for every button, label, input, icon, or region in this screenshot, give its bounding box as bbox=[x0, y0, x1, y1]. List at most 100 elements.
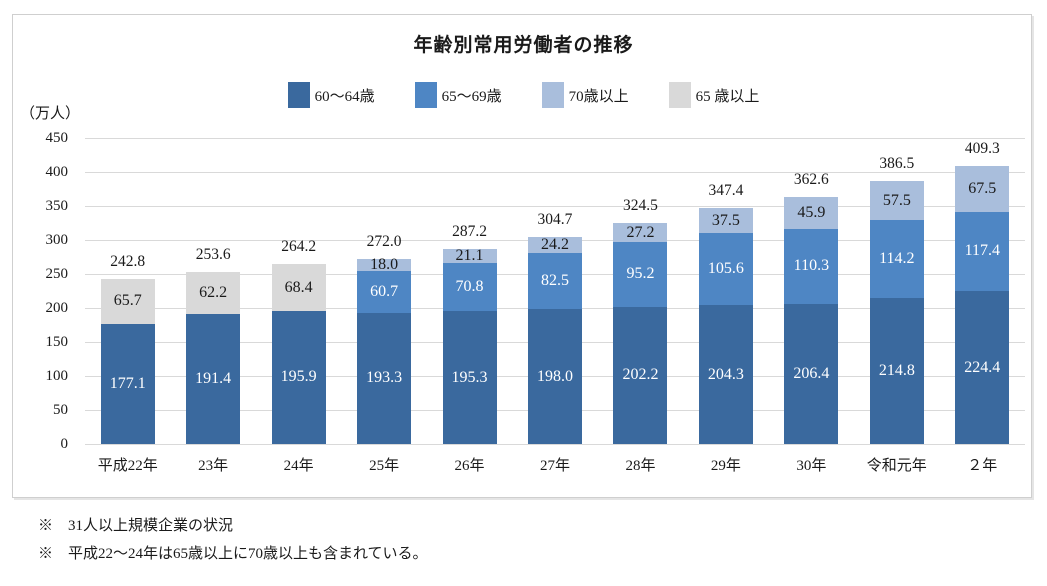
bar-segment-label: 27.2 bbox=[626, 223, 655, 241]
bar-segment: 214.8 bbox=[869, 297, 924, 444]
legend-item: 60〜64歳 bbox=[287, 82, 375, 108]
x-tick-label: 27年 bbox=[539, 458, 570, 474]
bar-segment-label: 82.5 bbox=[541, 272, 569, 290]
bar-segment: 224.4 bbox=[955, 291, 1010, 444]
bar-segment: 206.4 bbox=[784, 303, 839, 444]
bar-segment: 62.2 bbox=[186, 271, 241, 314]
bar-total-label: 272.0 bbox=[366, 233, 402, 251]
legend-swatch-icon bbox=[668, 82, 691, 108]
bar-total-label: 386.5 bbox=[879, 155, 915, 173]
bar-segment-label: 224.4 bbox=[964, 358, 1001, 376]
bar-segment-label: 45.9 bbox=[797, 204, 826, 222]
y-axis-unit-label: （万人） bbox=[20, 106, 81, 122]
bar-segment-label: 110.3 bbox=[793, 257, 830, 275]
bar-segment-label: 67.5 bbox=[968, 179, 997, 197]
legend-label: 65〜69歳 bbox=[441, 88, 502, 105]
bar-segment: 177.1 bbox=[100, 323, 155, 444]
bar-segment-label: 202.2 bbox=[622, 366, 659, 384]
x-tick-label: 平成22年 bbox=[97, 458, 158, 474]
bar-segment-label: 68.4 bbox=[284, 278, 313, 296]
y-tick-label: 300 bbox=[45, 232, 69, 248]
bar-segment: 57.5 bbox=[869, 181, 924, 221]
bar-segment: 202.2 bbox=[613, 306, 668, 444]
chart-title: 年齢別常用労働者の推移 bbox=[413, 35, 634, 56]
bar-total-label: 409.3 bbox=[964, 139, 1000, 157]
bar-total-label: 242.8 bbox=[110, 252, 146, 270]
bar-segment: 60.7 bbox=[357, 271, 412, 313]
bar-segment: 65.7 bbox=[100, 278, 155, 324]
bar-segment-label: 198.0 bbox=[537, 367, 573, 385]
bar-segment: 117.4 bbox=[955, 211, 1010, 292]
bar-segment-label: 195.9 bbox=[280, 368, 317, 386]
footnote-1: ※ 31人以上規模企業の状況 bbox=[38, 518, 234, 534]
bar-total-label: 304.7 bbox=[537, 210, 573, 228]
bar-segment-label: 60.7 bbox=[370, 282, 399, 300]
y-tick-label: 450 bbox=[45, 130, 69, 146]
bar-segment: 67.5 bbox=[955, 165, 1010, 212]
y-tick-label: 350 bbox=[45, 198, 69, 214]
gridline bbox=[85, 138, 1025, 139]
bar-segment-label: 214.8 bbox=[878, 361, 915, 379]
gridline bbox=[85, 172, 1025, 173]
legend-label: 65 歳以上 bbox=[695, 88, 760, 105]
footnotes: ※ 31人以上規模企業の状況 ※ 平成22〜24年は65歳以上に70歳以上も含ま… bbox=[38, 512, 428, 568]
y-tick-label: 0 bbox=[60, 436, 69, 452]
legend: 60〜64歳 65〜69歳 70歳以上 65 歳以上 bbox=[0, 82, 1047, 108]
bar-segment-label: 70.8 bbox=[455, 278, 484, 296]
bar-segment-label: 18.0 bbox=[370, 256, 399, 274]
chart-frame bbox=[12, 14, 1032, 498]
x-tick-label: 23年 bbox=[198, 458, 229, 474]
x-tick-label: 29年 bbox=[710, 458, 741, 474]
bar-segment-label: 62.2 bbox=[199, 283, 228, 301]
bar-total-label: 264.2 bbox=[281, 238, 317, 256]
bar-segment: 204.3 bbox=[698, 305, 753, 444]
bar-total-label: 287.2 bbox=[452, 222, 487, 240]
legend-swatch-icon bbox=[541, 82, 564, 108]
bar-segment: 191.4 bbox=[186, 313, 241, 444]
bar-segment: 24.2 bbox=[528, 237, 582, 254]
bar-segment-label: 105.6 bbox=[707, 260, 744, 278]
bar-segment-label: 95.2 bbox=[626, 265, 655, 283]
x-tick-label: ２年 bbox=[967, 458, 998, 474]
bar-segment-label: 114.2 bbox=[879, 250, 915, 268]
bar-segment-label: 21.1 bbox=[455, 246, 484, 264]
x-tick-label: 24年 bbox=[283, 458, 314, 474]
bar-segment: 105.6 bbox=[698, 233, 753, 306]
bar-segment-label: 193.3 bbox=[366, 369, 403, 387]
gridline bbox=[85, 444, 1025, 445]
bar-segment: 21.1 bbox=[442, 246, 497, 264]
bar-segment-label: 117.4 bbox=[964, 242, 1000, 260]
x-tick-label: 28年 bbox=[625, 458, 656, 474]
legend-item: 65 歳以上 bbox=[668, 82, 760, 108]
bar-segment-label: 206.4 bbox=[793, 364, 830, 382]
bar-segment: 82.5 bbox=[528, 253, 582, 310]
y-tick-label: 100 bbox=[45, 368, 69, 384]
x-tick-label: 30年 bbox=[796, 458, 827, 474]
bar-segment: 114.2 bbox=[869, 220, 924, 298]
legend-label: 60〜64歳 bbox=[314, 88, 375, 105]
bar-segment: 37.5 bbox=[698, 207, 753, 234]
y-tick-label: 400 bbox=[45, 164, 69, 180]
bar-segment-label: 177.1 bbox=[109, 374, 146, 392]
y-tick-label: 50 bbox=[53, 402, 68, 418]
x-tick-label: 26年 bbox=[454, 458, 485, 474]
bar-segment: 198.0 bbox=[528, 309, 582, 444]
bar-segment-label: 204.3 bbox=[707, 365, 744, 383]
bar-segment: 68.4 bbox=[271, 264, 326, 311]
bar-segment: 18.0 bbox=[357, 256, 412, 274]
bar-segment: 95.2 bbox=[613, 241, 668, 307]
bar-total-label: 362.6 bbox=[793, 171, 829, 189]
bar-segment-label: 37.5 bbox=[711, 211, 740, 229]
y-tick-label: 200 bbox=[45, 300, 69, 316]
bar-total-label: 324.5 bbox=[623, 197, 658, 215]
bar-total-label: 253.6 bbox=[195, 245, 231, 263]
y-tick-label: 250 bbox=[45, 266, 69, 282]
legend-swatch-icon bbox=[287, 82, 310, 108]
bar-segment: 27.2 bbox=[613, 223, 668, 242]
legend-item: 65〜69歳 bbox=[414, 82, 502, 108]
bar-segment: 195.9 bbox=[271, 310, 326, 444]
bar-segment-label: 191.4 bbox=[195, 369, 232, 387]
bar-segment-label: 65.7 bbox=[113, 292, 142, 310]
bar-segment: 195.3 bbox=[442, 311, 497, 444]
